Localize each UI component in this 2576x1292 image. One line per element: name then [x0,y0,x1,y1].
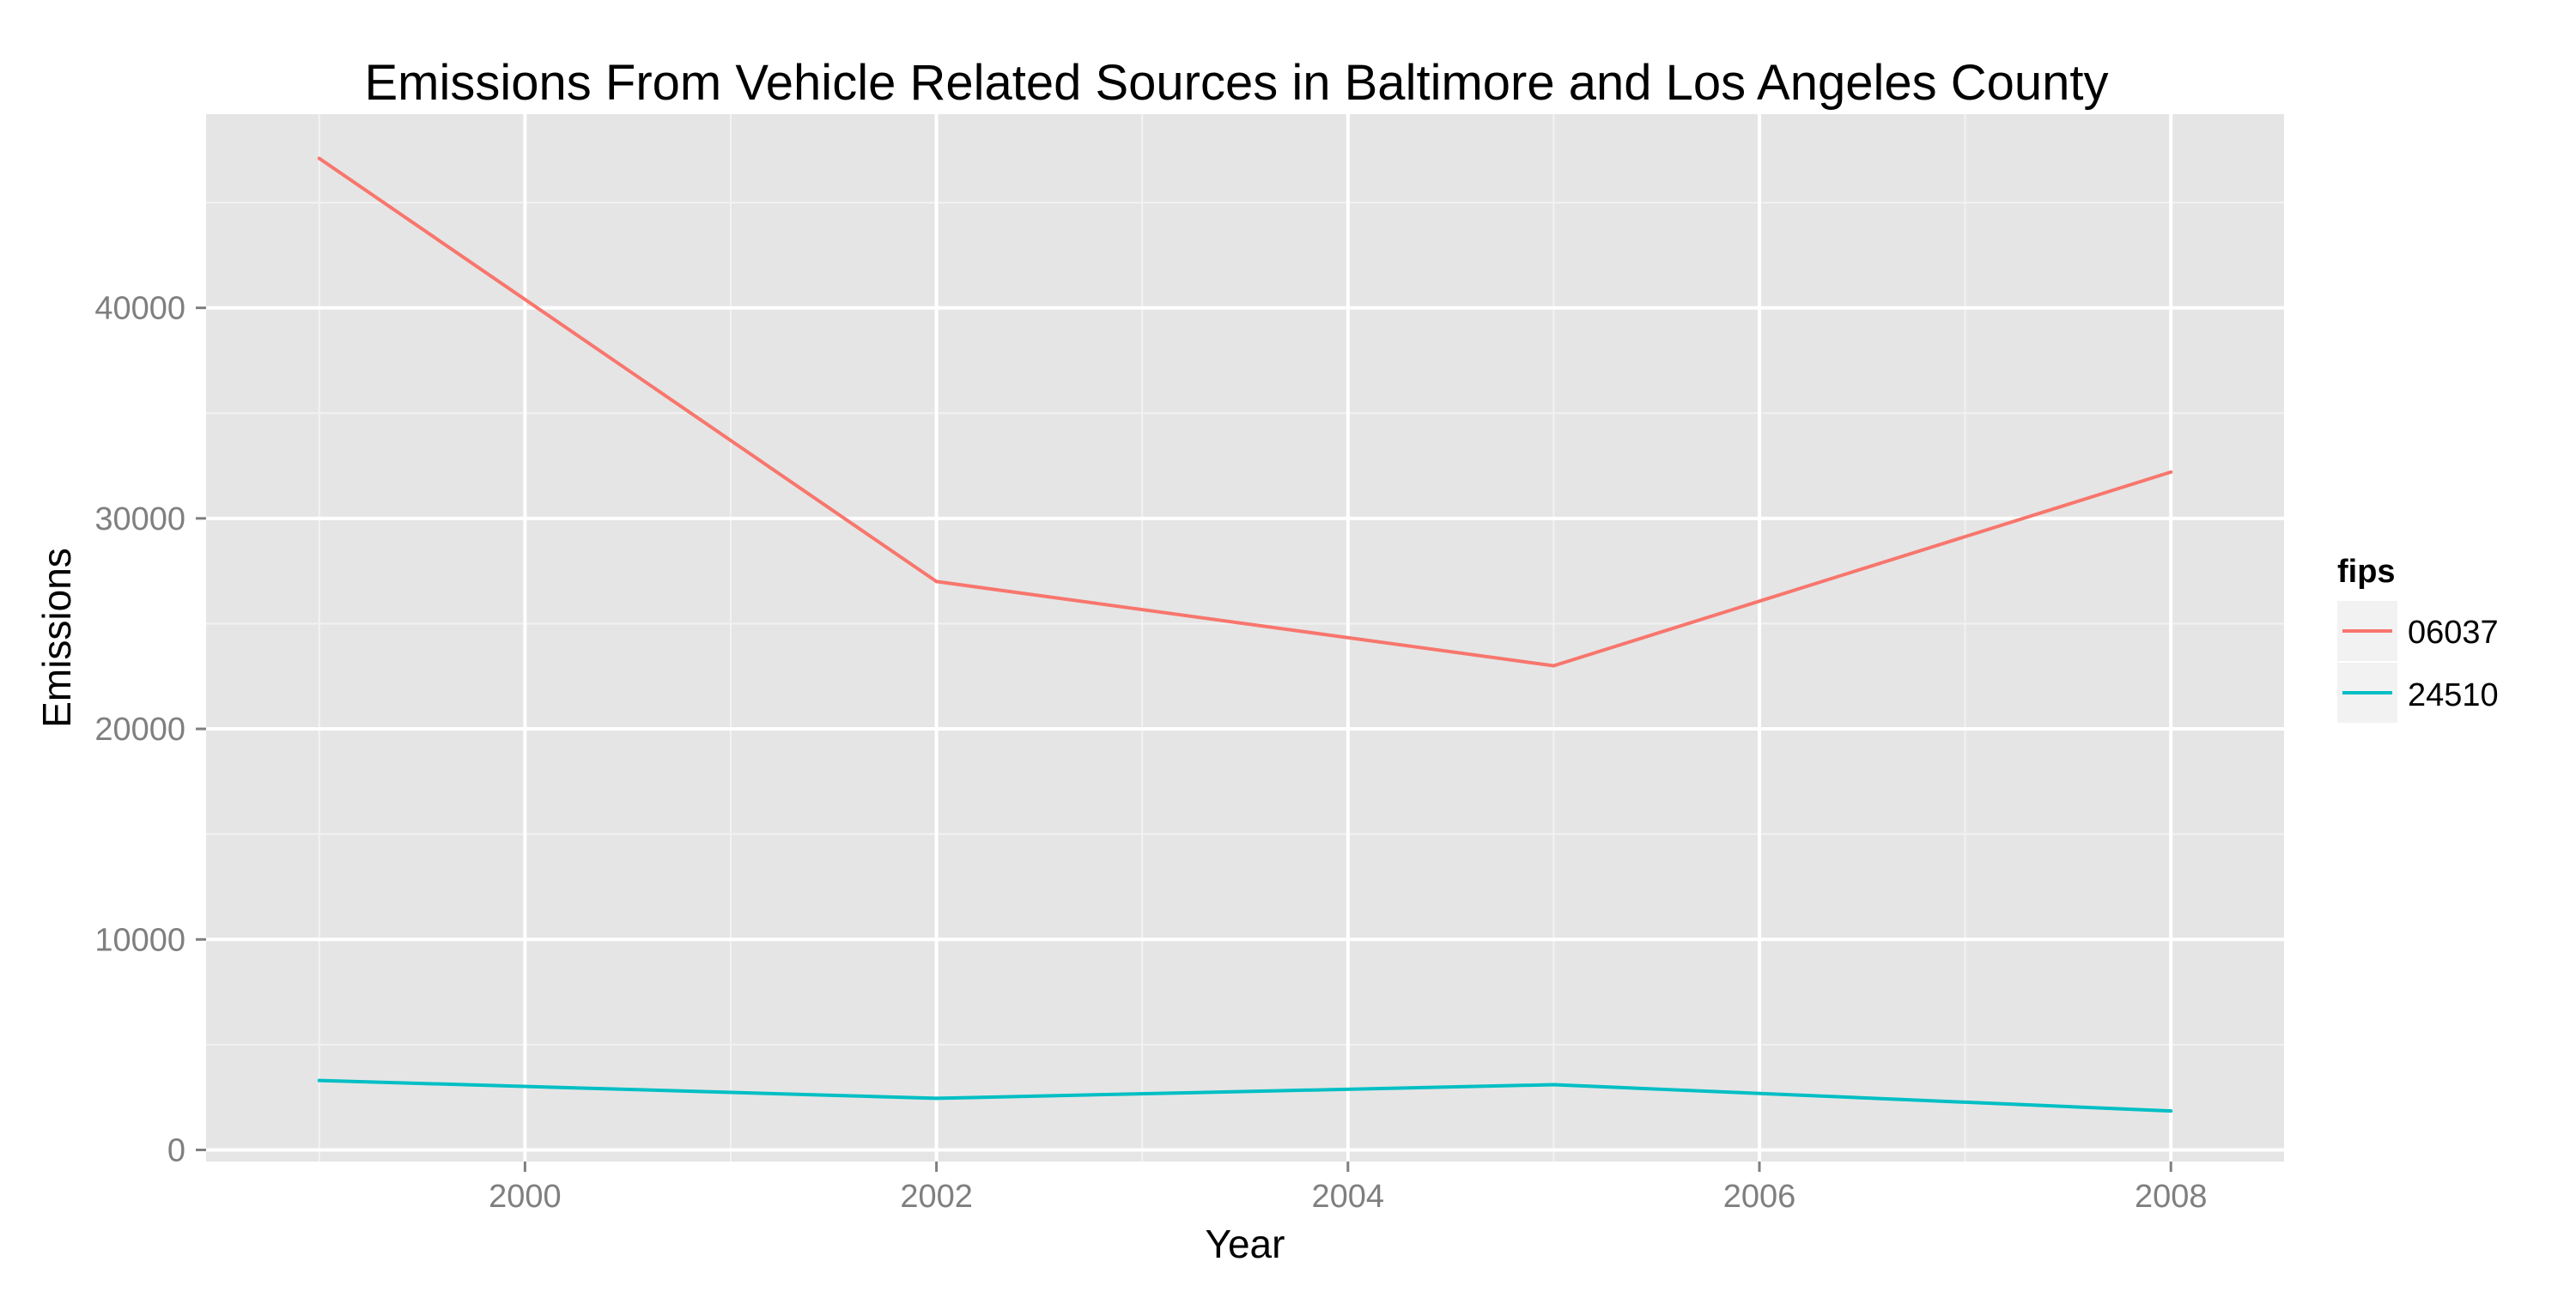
x-tick-label: 2008 [2135,1179,2208,1215]
data-point-24510 [317,1078,321,1083]
axis-ticks [196,306,2172,1172]
legend-label-24510: 24510 [2408,677,2499,713]
data-point-24510 [2169,1109,2173,1113]
legend-label-06037: 06037 [2408,615,2499,651]
data-point-06037 [934,579,939,584]
minor-gridlines [206,114,2284,1162]
legend-item: 24510 [2337,663,2499,723]
data-point-24510 [934,1096,939,1101]
y-tick-label: 10000 [94,922,185,958]
x-tick-label: 2004 [1312,1179,1385,1215]
tick-labels: 2000 2002 2004 2006 2008 0 10000 20000 30000 4000… [94,291,2207,1215]
x-axis-title: Year [1206,1222,1285,1266]
data-point-06037 [1552,664,1556,668]
legend: fips 06037 24510 [2337,554,2499,723]
y-axis-title: Emissions [34,548,79,728]
legend-item: 06037 [2337,601,2499,661]
data-point-06037 [317,156,321,161]
y-tick-label: 0 [167,1133,185,1169]
data-point-24510 [1552,1083,1556,1087]
y-tick-label: 30000 [94,501,185,537]
x-tick-label: 2000 [489,1179,562,1215]
plot-panel [206,114,2284,1162]
legend-title: fips [2337,554,2396,590]
series-lines [317,156,2173,1113]
series-line-06037 [318,156,2172,668]
series-line-24510 [319,1078,2172,1113]
data-point-06037 [2169,470,2173,474]
y-tick-label: 40000 [94,291,185,327]
x-tick-label: 2002 [900,1179,973,1215]
chart-title: Emissions From Vehicle Related Sources i… [364,55,2108,111]
x-tick-label: 2006 [1723,1179,1796,1215]
y-tick-label: 20000 [94,712,185,748]
